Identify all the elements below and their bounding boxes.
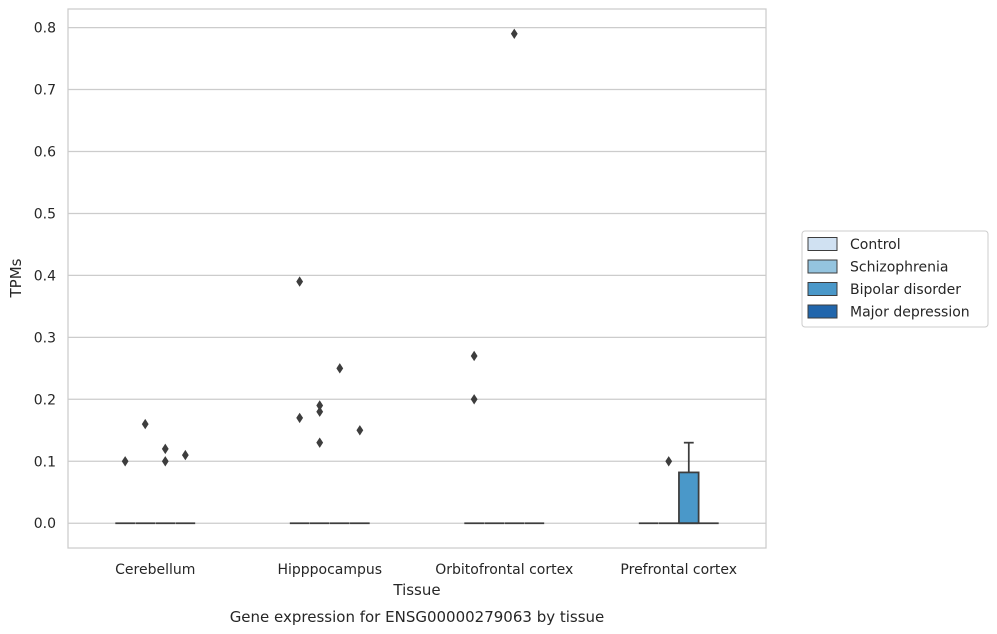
box-bipolar-disorder-cerebellum [155, 443, 176, 525]
box-control-orbitofrontal-cortex [464, 350, 484, 525]
y-tick-label: 0.8 [34, 21, 56, 37]
box-major-depression-hipppocampus [350, 425, 370, 525]
box-bipolar-disorder-orbitofrontal-cortex [504, 28, 525, 525]
box-bipolar-disorder-prefrontal-cortex [678, 441, 700, 525]
box-control-hipppocampus [289, 276, 310, 525]
legend: Control Schizophrenia Bipolar disorder Majo… [801, 230, 989, 328]
y-tick-label: 0.2 [34, 392, 56, 408]
outlier-point [316, 400, 324, 411]
box-schizophrenia-prefrontal-cortex [658, 456, 679, 525]
outlier-point [316, 406, 324, 417]
y-tick-label: 0.5 [34, 206, 56, 222]
x-tick-label-hipppocampus: Hipppocampus [277, 562, 382, 578]
y-tick-label: 0.0 [34, 516, 56, 532]
box-groups [115, 28, 719, 525]
legend-swatch [807, 259, 838, 274]
legend-frame [801, 230, 989, 328]
outlier-point [336, 363, 344, 374]
box-schizophrenia-cerebellum [135, 418, 156, 525]
x-tick-label-cerebellum: Cerebellum [115, 562, 195, 578]
x-tick-label-orbitofrontal-cortex: Orbitofrontal cortex [435, 562, 573, 578]
y-tick-label: 0.6 [34, 144, 56, 160]
legend-label: Major depression [850, 305, 970, 321]
box-body [678, 471, 700, 525]
legend-swatch [807, 304, 838, 319]
plot-frame [67, 8, 767, 549]
box-major-depression-cerebellum [175, 449, 196, 525]
outlier-point [296, 276, 304, 287]
legend-item-schizophrenia: Schizophrenia [807, 259, 948, 276]
legend-label: Control [850, 237, 901, 253]
outlier-point [161, 456, 169, 467]
y-tick-label: 0.1 [34, 454, 56, 470]
outlier-point [161, 443, 169, 455]
outlier-point [121, 456, 129, 467]
x-tick-label-prefrontal-cortex: Prefrontal cortex [620, 562, 737, 578]
legend-item-bipolar-disorder: Bipolar disorder [807, 282, 961, 298]
box-control-cerebellum [115, 456, 135, 525]
legend-item-major-depression: Major depression [807, 304, 970, 321]
y-tick-label: 0.4 [34, 268, 56, 284]
y-axis-label: TPMs [7, 258, 25, 298]
outlier-point [181, 449, 189, 461]
x-tick-labels: Cerebellum Hipppocampus Orbitofrontal cort… [115, 562, 737, 578]
y-tick-label: 0.7 [34, 83, 56, 99]
legend-swatch [807, 282, 838, 296]
legend-label: Bipolar disorder [850, 282, 961, 298]
outlier-point [296, 412, 304, 424]
x-axis-label: Tissue [392, 581, 440, 599]
y-tick-label: 0.3 [34, 330, 56, 346]
outlier-point [316, 437, 324, 448]
outlier-point [141, 418, 149, 430]
y-tick-labels: 0.0 0.1 0.2 0.3 0.4 0.5 0.6 0.7 0.8 [34, 21, 56, 533]
outlier-point [470, 350, 478, 362]
legend-item-control: Control [807, 237, 901, 253]
legend-swatch [807, 237, 838, 251]
box-schizophrenia-hipppocampus [309, 400, 330, 525]
outlier-point [356, 425, 364, 436]
outlier-point [510, 28, 518, 39]
box-bipolar-disorder-hipppocampus [329, 363, 350, 525]
outlier-point [470, 394, 478, 405]
outlier-point [665, 456, 673, 467]
chart-caption: Gene expression for ENSG00000279063 by t… [230, 608, 605, 626]
legend-label: Schizophrenia [850, 260, 948, 276]
